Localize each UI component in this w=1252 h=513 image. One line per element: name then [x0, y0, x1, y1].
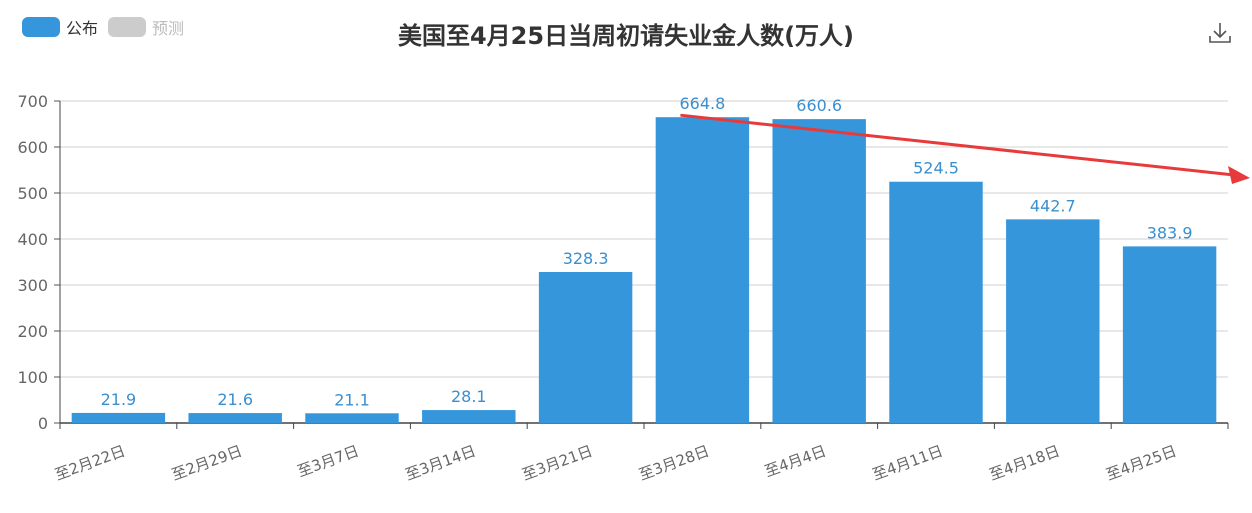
trend-arrow-line: [680, 113, 1235, 177]
y-tick-label: 200: [17, 322, 48, 341]
y-tick-label: 600: [17, 138, 48, 157]
y-tick-label: 0: [38, 414, 48, 433]
legend: 公布 预测: [22, 15, 184, 39]
y-tick-label: 500: [17, 184, 48, 203]
bar: [422, 410, 516, 423]
x-tick-label: 至4月25日: [1104, 442, 1179, 484]
bar-value-label: 442.7: [1030, 196, 1076, 215]
x-tick-label: 至4月11日: [870, 442, 945, 484]
x-tick-label: 至4月4日: [762, 442, 828, 481]
y-tick-label: 300: [17, 276, 48, 295]
chart-title: 美国至4月25日当周初请失业金人数(万人): [397, 22, 855, 50]
x-tick-label: 至3月21日: [520, 442, 595, 484]
trend-arrow-head: [1228, 166, 1250, 184]
x-tick-label: 至2月22日: [52, 442, 127, 484]
legend-label-published: 公布: [66, 19, 99, 38]
bar: [1122, 246, 1217, 423]
x-tick-label: 至4月18日: [987, 442, 1062, 484]
bar: [655, 117, 750, 423]
bar: [889, 181, 983, 423]
bar-value-label: 328.3: [563, 249, 609, 268]
bar-value-label: 21.6: [217, 390, 253, 409]
x-tick-label: 至3月7日: [295, 442, 361, 481]
x-tick-label: 至3月28日: [636, 442, 711, 484]
download-icon: [1209, 23, 1231, 43]
y-tick-label: 700: [17, 92, 48, 111]
legend-swatch-forecast: [108, 17, 147, 37]
legend-item-forecast[interactable]: 预测: [108, 15, 184, 39]
legend-swatch-published: [22, 17, 60, 37]
y-tick-label: 100: [17, 368, 48, 387]
legend-label-forecast: 预测: [152, 19, 185, 38]
bar: [188, 413, 282, 423]
bar-value-label: 660.6: [796, 96, 842, 115]
bar-value-label: 383.9: [1147, 223, 1193, 242]
bar-value-label: 28.1: [451, 387, 487, 406]
bar: [305, 413, 399, 423]
bar-value-label: 21.9: [101, 390, 137, 409]
bar: [538, 271, 633, 423]
x-tick-label: 至2月29日: [169, 442, 244, 484]
bar-value-label: 664.8: [679, 94, 725, 113]
bar-value-label: 21.1: [334, 390, 370, 409]
bar: [71, 412, 166, 423]
legend-item-published[interactable]: 公布: [22, 15, 98, 39]
bar: [1006, 219, 1100, 423]
x-tick-label: 至3月14日: [403, 442, 478, 484]
bar-value-label: 524.5: [913, 159, 959, 178]
download-button[interactable]: [1207, 20, 1233, 46]
bar: [772, 119, 866, 424]
y-tick-label: 400: [17, 230, 48, 249]
